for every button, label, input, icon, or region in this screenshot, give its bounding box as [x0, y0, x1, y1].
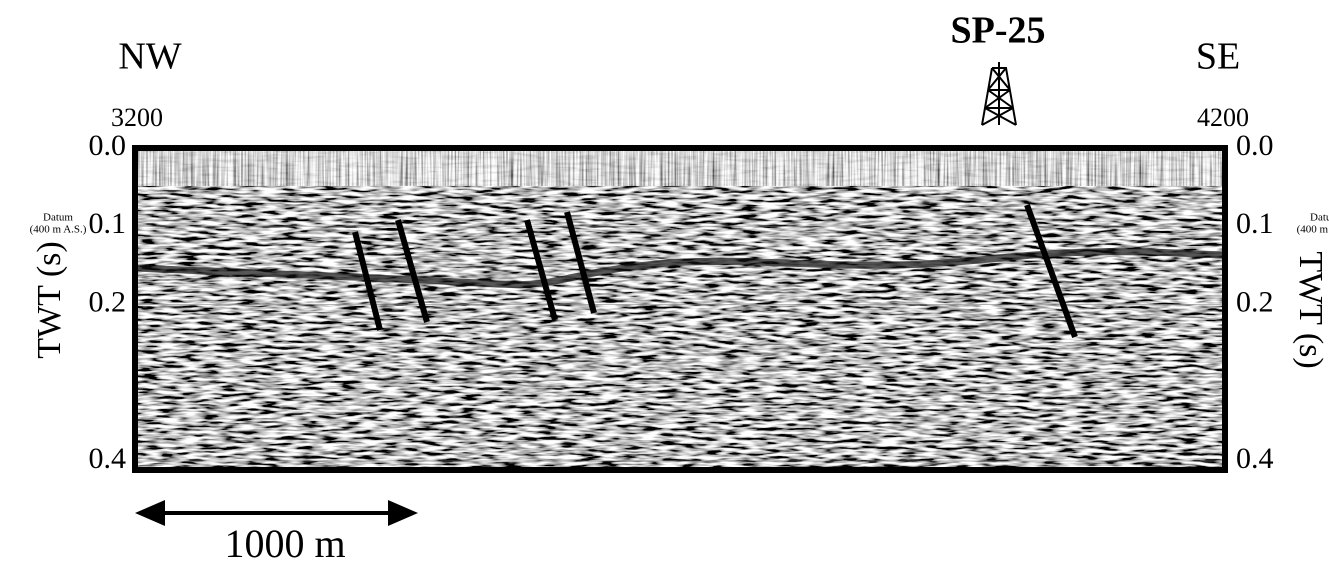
derrick-icon: [981, 62, 1017, 126]
y-tick-label-right: 0.4: [1236, 442, 1274, 475]
direction-left: NW: [118, 36, 181, 78]
fault: [524, 219, 558, 321]
scale-label: 1000 m: [224, 521, 345, 564]
y-tick-label-left: 0.4: [89, 442, 127, 475]
direction-right: SE: [1196, 36, 1240, 78]
axis-label-left: TWT (s): [31, 241, 68, 358]
shotpoint-label: 3200: [111, 103, 163, 132]
y-tick-label-left: 0.1: [89, 207, 127, 240]
top-band: [135, 148, 1225, 186]
fault: [564, 211, 597, 314]
fault: [395, 219, 430, 323]
datum-note-left: (400 m A.S.): [30, 224, 87, 236]
y-tick-label-left: 0.2: [89, 285, 127, 318]
datum-right: Datum: [1310, 212, 1329, 224]
y-tick-label-left: 0.0: [89, 129, 127, 162]
axis-label-right: TWT (s): [1292, 251, 1329, 368]
datum-note-right: (400 m A.S.): [1297, 224, 1329, 236]
scale-arrows: [135, 500, 418, 526]
faults: [352, 203, 1078, 339]
seismic-texture: [135, 148, 1225, 470]
datum-left: Datum: [43, 212, 73, 224]
shotpoint-label: 4200: [1197, 103, 1249, 132]
y-tick-label-right: 0.0: [1236, 129, 1274, 162]
frame: [132, 145, 1228, 473]
y-tick-label-right: 0.2: [1236, 285, 1274, 318]
scale-bar: [135, 500, 418, 526]
well-name: SP-25: [951, 10, 1046, 52]
y-tick-label-right: 0.1: [1236, 207, 1274, 240]
fault: [1024, 203, 1078, 339]
seismic-section: [135, 148, 1225, 470]
fault: [352, 231, 383, 331]
